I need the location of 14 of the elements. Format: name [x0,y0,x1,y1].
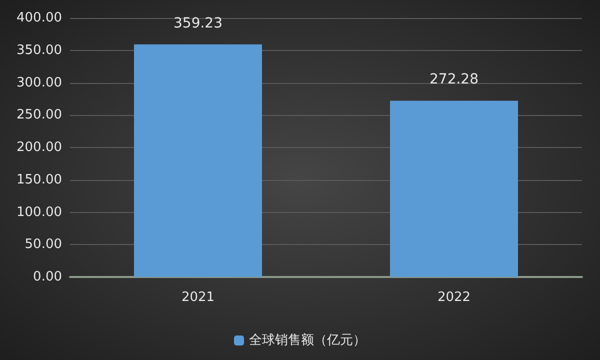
data-label: 359.23 [174,15,222,32]
y-tick-label: 200.00 [16,140,62,155]
y-tick-label: 50.00 [24,237,62,252]
y-tick-label: 350.00 [16,42,62,58]
legend-label: 全球销售额（亿元） [249,333,366,348]
y-tick-label: 400.00 [16,10,62,26]
y-tick-label: 100.00 [16,204,62,220]
y-tick-label: 300.00 [16,75,62,90]
y-tick-label: 0.00 [33,270,62,284]
y-tick-label: 250.00 [16,108,62,123]
x-tick-label: 2022 [437,290,471,305]
x-tick-label: 2021 [181,290,215,305]
data-label: 272.28 [430,72,478,88]
y-tick-label: 150.00 [16,172,62,188]
